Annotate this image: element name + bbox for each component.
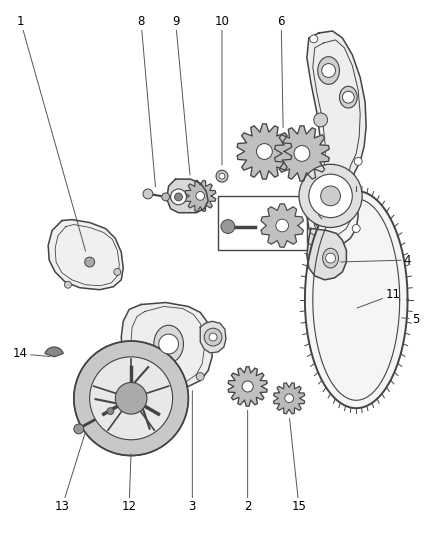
- Text: 9: 9: [172, 14, 190, 175]
- Text: 15: 15: [290, 418, 307, 513]
- Polygon shape: [274, 383, 305, 414]
- Circle shape: [343, 91, 354, 103]
- Circle shape: [74, 424, 84, 434]
- Circle shape: [310, 35, 318, 43]
- Text: 12: 12: [122, 454, 137, 513]
- Polygon shape: [261, 204, 304, 247]
- Circle shape: [285, 394, 293, 402]
- Polygon shape: [185, 180, 216, 212]
- Text: 14: 14: [13, 348, 50, 360]
- Polygon shape: [228, 367, 267, 406]
- Text: 6: 6: [277, 14, 285, 127]
- Circle shape: [114, 269, 121, 276]
- Text: 10: 10: [215, 14, 230, 165]
- Text: 1: 1: [17, 14, 85, 251]
- Polygon shape: [275, 126, 329, 181]
- Text: 2: 2: [244, 410, 251, 513]
- Polygon shape: [200, 321, 226, 353]
- Circle shape: [209, 333, 217, 341]
- Circle shape: [299, 164, 362, 228]
- Polygon shape: [237, 124, 292, 179]
- Circle shape: [74, 341, 188, 456]
- Bar: [218, 196, 307, 250]
- Polygon shape: [167, 179, 208, 213]
- Circle shape: [175, 193, 183, 201]
- Circle shape: [309, 174, 352, 217]
- Circle shape: [352, 224, 360, 232]
- Circle shape: [294, 146, 310, 161]
- Ellipse shape: [339, 86, 357, 108]
- Circle shape: [242, 381, 253, 392]
- Circle shape: [314, 113, 328, 127]
- Polygon shape: [307, 229, 346, 280]
- Circle shape: [276, 219, 289, 232]
- Polygon shape: [307, 31, 366, 246]
- Ellipse shape: [323, 248, 339, 268]
- Ellipse shape: [154, 325, 184, 363]
- Circle shape: [162, 193, 170, 201]
- Text: 8: 8: [138, 14, 155, 187]
- Circle shape: [221, 220, 235, 233]
- Text: 3: 3: [189, 391, 196, 513]
- Text: 11: 11: [357, 288, 400, 308]
- Circle shape: [354, 157, 362, 165]
- Circle shape: [64, 281, 71, 288]
- Circle shape: [85, 257, 95, 267]
- Text: 4: 4: [341, 254, 411, 266]
- Circle shape: [143, 189, 153, 199]
- Circle shape: [107, 408, 114, 415]
- Circle shape: [115, 383, 147, 414]
- Circle shape: [257, 143, 272, 159]
- Circle shape: [321, 186, 340, 206]
- Circle shape: [325, 253, 336, 263]
- Polygon shape: [305, 191, 408, 408]
- Wedge shape: [45, 347, 64, 357]
- Circle shape: [204, 328, 222, 346]
- Circle shape: [216, 170, 228, 182]
- Circle shape: [159, 334, 179, 354]
- Circle shape: [171, 189, 187, 205]
- Circle shape: [196, 373, 204, 381]
- Text: 13: 13: [55, 432, 85, 513]
- Polygon shape: [48, 220, 123, 290]
- Circle shape: [219, 173, 225, 179]
- Ellipse shape: [318, 56, 339, 84]
- Circle shape: [196, 191, 205, 200]
- Circle shape: [90, 357, 173, 440]
- Polygon shape: [121, 303, 212, 389]
- Circle shape: [321, 63, 336, 77]
- Text: 5: 5: [402, 313, 419, 326]
